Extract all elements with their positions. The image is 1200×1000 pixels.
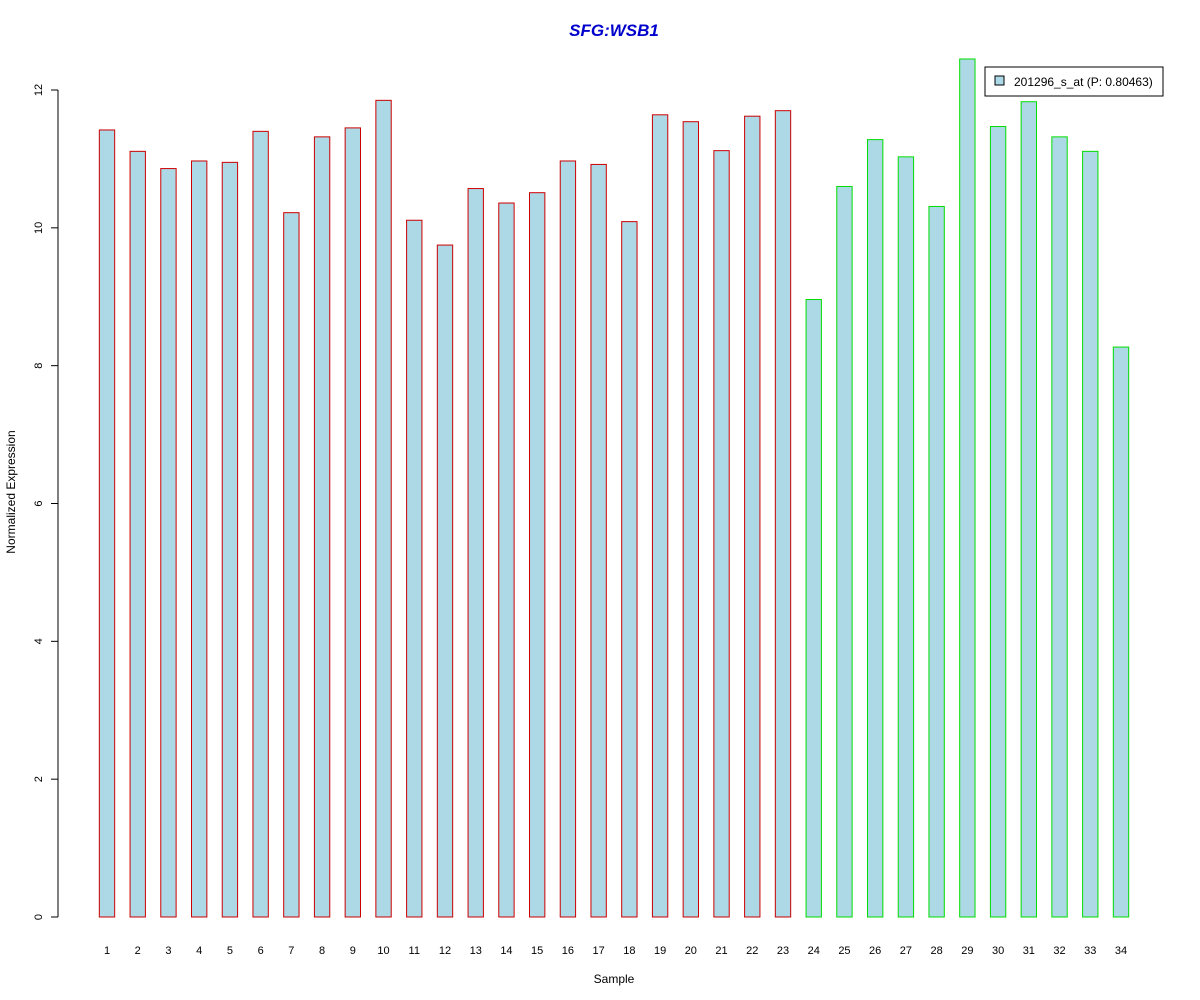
bar-sample-6 <box>252 130 269 918</box>
x-tick-label: 19 <box>654 945 666 957</box>
bar-sample-20 <box>682 121 700 918</box>
bar-sample-9 <box>344 127 362 918</box>
x-tick-label: 28 <box>931 945 943 957</box>
bar-sample-22 <box>744 115 761 918</box>
bar-sample-8 <box>313 136 331 918</box>
x-tick-label: 9 <box>350 945 356 957</box>
bar-series <box>98 58 1130 918</box>
y-tick-label: 6 <box>33 500 45 506</box>
x-tick-label: 8 <box>319 945 325 957</box>
bar-sample-34 <box>1112 346 1130 918</box>
x-tick-label: 4 <box>196 945 202 957</box>
bar-sample-4 <box>191 160 208 918</box>
x-axis-tick-labels: 1 2 3 4 5 6 7 8 9 10 11 12 13 14 15 16 17 18 19 20 21 22 23 24 2… <box>104 945 1127 957</box>
bar-sample-11 <box>406 219 423 918</box>
x-tick-label: 5 <box>227 945 233 957</box>
bar-sample-5 <box>221 161 239 918</box>
y-tick-label: 2 <box>33 776 45 782</box>
x-tick-label: 12 <box>439 945 451 957</box>
x-tick-label: 22 <box>746 945 758 957</box>
x-tick-label: 10 <box>377 945 389 957</box>
bar-sample-33 <box>1082 150 1099 918</box>
bar-sample-28 <box>928 205 945 918</box>
bar-sample-16 <box>559 160 577 918</box>
bar-sample-15 <box>529 192 546 918</box>
x-tick-label: 16 <box>562 945 574 957</box>
bar-sample-14 <box>498 202 515 918</box>
bar-sample-23 <box>774 110 792 918</box>
x-tick-label: 13 <box>470 945 482 957</box>
legend: 201296_s_at (P: 0.80463) <box>984 66 1164 97</box>
y-tick-label: 8 <box>33 363 45 369</box>
x-tick-label: 3 <box>165 945 171 957</box>
x-tick-label: 6 <box>258 945 264 957</box>
bar-sample-29 <box>959 58 976 918</box>
x-tick-label: 15 <box>531 945 543 957</box>
bar-sample-26 <box>867 139 884 918</box>
y-tick-label: 12 <box>33 84 45 96</box>
x-tick-label: 34 <box>1115 945 1127 957</box>
bar-sample-10 <box>375 99 392 918</box>
bar-sample-18 <box>621 221 638 918</box>
y-tick-label: 10 <box>33 222 45 234</box>
x-axis-label: Sample <box>594 972 635 986</box>
bar-sample-2 <box>129 150 146 918</box>
x-tick-label: 2 <box>135 945 141 957</box>
x-tick-label: 25 <box>838 945 850 957</box>
x-tick-label: 18 <box>623 945 635 957</box>
y-tick-label: 0 <box>33 914 45 920</box>
bar-sample-30 <box>989 126 1007 918</box>
x-tick-label: 7 <box>288 945 294 957</box>
y-axis-label: Normalized Expression <box>4 430 18 553</box>
x-tick-label: 23 <box>777 945 789 957</box>
x-tick-label: 26 <box>869 945 881 957</box>
chart-title: SFG:WSB1 <box>569 21 659 40</box>
y-axis: 0 2 4 6 8 10 12 <box>33 84 59 920</box>
bar-sample-19 <box>651 114 669 918</box>
x-tick-label: 33 <box>1084 945 1096 957</box>
legend-swatch <box>994 75 1005 86</box>
x-tick-label: 29 <box>961 945 973 957</box>
bar-sample-12 <box>436 244 454 918</box>
bar-sample-17 <box>590 163 607 918</box>
x-tick-label: 21 <box>715 945 727 957</box>
bar-sample-27 <box>897 156 915 918</box>
bar-sample-24 <box>805 299 822 918</box>
bar-sample-21 <box>713 150 730 918</box>
x-tick-label: 20 <box>685 945 697 957</box>
x-tick-label: 24 <box>808 945 820 957</box>
legend-entry-label: 201296_s_at (P: 0.80463) <box>1014 75 1153 89</box>
bar-sample-13 <box>467 188 484 918</box>
x-tick-label: 31 <box>1023 945 1035 957</box>
x-tick-label: 11 <box>409 945 420 957</box>
legend-box <box>984 66 1164 97</box>
bar-sample-31 <box>1020 101 1038 918</box>
bar-sample-7 <box>283 212 300 918</box>
bar-sample-25 <box>836 185 853 918</box>
y-tick-label: 4 <box>33 638 45 644</box>
x-tick-label: 17 <box>593 945 605 957</box>
bar-sample-1 <box>98 129 116 918</box>
bar-sample-3 <box>160 168 177 918</box>
x-tick-label: 27 <box>900 945 912 957</box>
x-tick-label: 14 <box>500 945 512 957</box>
x-tick-label: 1 <box>104 945 110 957</box>
x-tick-label: 32 <box>1053 945 1065 957</box>
bar-sample-32 <box>1051 136 1068 918</box>
x-tick-label: 30 <box>992 945 1004 957</box>
